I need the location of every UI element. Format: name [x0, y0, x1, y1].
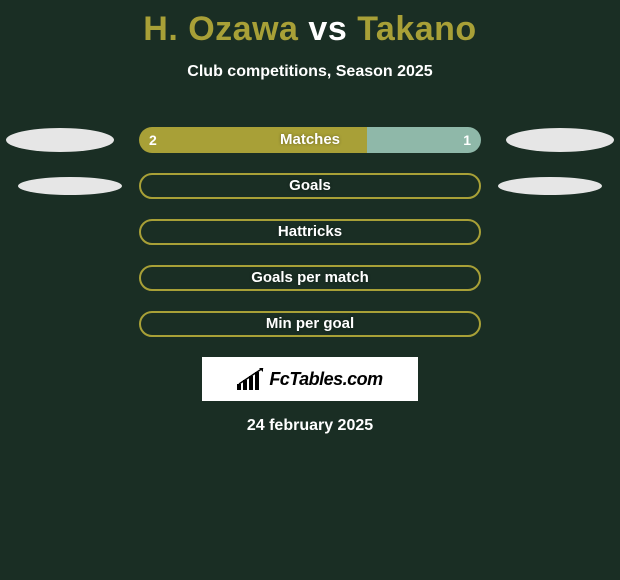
player2-marker — [506, 128, 614, 152]
stat-bar: Min per goal — [139, 311, 481, 337]
stat-row: Goals per match — [0, 265, 620, 291]
stat-bar: Goals per match — [139, 265, 481, 291]
stat-value-player2: 1 — [463, 127, 471, 153]
bars-icon — [237, 368, 265, 390]
stat-row: Min per goal — [0, 311, 620, 337]
stat-bar: Hattricks — [139, 219, 481, 245]
stat-row: Hattricks — [0, 219, 620, 245]
page-title: H. Ozawa vs Takano — [0, 0, 620, 49]
stat-bar: Goals — [139, 173, 481, 199]
stat-row: Matches2 1 — [0, 127, 620, 153]
stat-row: Goals — [0, 173, 620, 199]
logo-text: FcTables.com — [269, 369, 382, 390]
date-label: 24 february 2025 — [0, 417, 620, 435]
title-vs: vs — [308, 10, 347, 48]
logo-box: FcTables.com — [202, 357, 418, 401]
player1-marker — [6, 128, 114, 152]
comparison-chart: Matches2 1 Goals Hattricks Goals per match Mi… — [0, 127, 620, 337]
stat-label: Goals per match — [141, 267, 479, 289]
stat-label: Hattricks — [141, 221, 479, 243]
title-player1: H. Ozawa — [143, 10, 298, 48]
subtitle: Club competitions, Season 2025 — [0, 63, 620, 81]
player2-marker — [498, 177, 602, 195]
stat-label: Goals — [141, 175, 479, 197]
title-player2: Takano — [357, 10, 477, 48]
stat-value-player1: 2 — [149, 127, 157, 153]
player1-marker — [18, 177, 122, 195]
stat-label: Min per goal — [141, 313, 479, 335]
stat-bar: Matches2 1 — [139, 127, 481, 153]
stat-label: Matches — [139, 127, 481, 153]
